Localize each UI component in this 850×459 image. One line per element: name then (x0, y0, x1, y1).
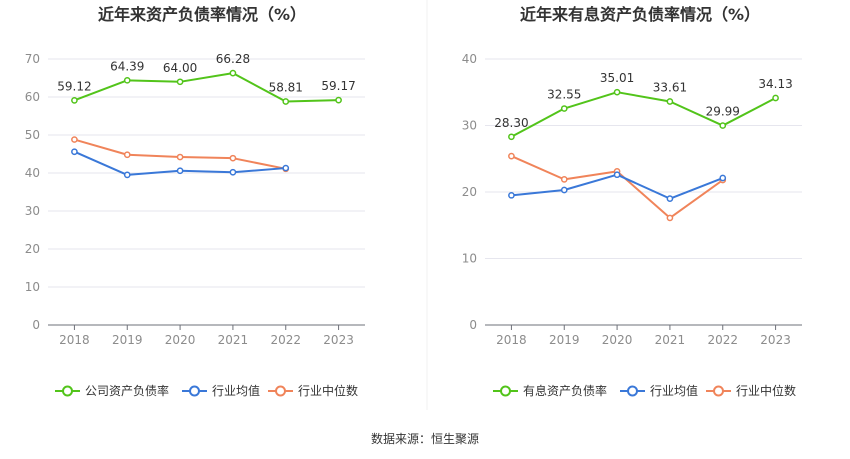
x-tick-label: 2018 (496, 333, 527, 347)
data-point (176, 78, 184, 86)
data-point (508, 133, 515, 141)
data-point (666, 195, 674, 202)
data-point (123, 171, 131, 179)
series-line (511, 173, 724, 200)
legend-marker (275, 385, 286, 397)
legend-item[interactable]: 行业中位数 (268, 383, 358, 398)
data-label: 64.39 (110, 59, 144, 73)
legend-item[interactable]: 有息资产负债率 (493, 383, 607, 398)
data-label: 59.17 (321, 79, 355, 93)
data-label: 59.12 (57, 79, 91, 93)
legend-item[interactable]: 行业中位数 (706, 383, 796, 398)
legend-label: 行业均值 (650, 383, 698, 398)
data-point (176, 167, 184, 175)
data-point (666, 214, 674, 222)
data-label: 29.99 (706, 105, 740, 119)
y-tick-label: 30 (25, 204, 40, 218)
x-tick-label: 2021 (655, 333, 686, 347)
data-point (229, 154, 237, 162)
data-point (613, 171, 621, 179)
y-tick-label: 30 (462, 119, 477, 133)
chart-title: 近年来资产负债率情况（%） (98, 5, 306, 24)
x-tick-label: 2021 (218, 333, 249, 347)
y-tick-label: 70 (25, 52, 40, 66)
y-tick-label: 20 (25, 242, 40, 256)
y-tick-label: 10 (462, 252, 477, 266)
data-point (123, 151, 131, 159)
legend-label: 行业中位数 (736, 383, 796, 398)
x-tick-label: 2019 (112, 333, 143, 347)
legend-item[interactable]: 行业均值 (620, 383, 698, 398)
legend-marker (627, 385, 638, 397)
legend-marker (62, 385, 73, 397)
legend-label: 有息资产负债率 (523, 383, 607, 398)
x-tick-label: 2023 (323, 333, 354, 347)
data-point (71, 96, 78, 104)
data-point (335, 96, 342, 104)
data-point (282, 98, 290, 105)
y-tick-label: 50 (25, 128, 40, 142)
data-point (229, 168, 237, 176)
y-tick-label: 0 (32, 318, 40, 332)
legend-label: 行业中位数 (298, 383, 358, 398)
data-point (560, 186, 568, 194)
chart-title: 近年来有息资产负债率情况（%） (520, 5, 760, 24)
legend-marker (189, 385, 200, 397)
y-tick-label: 10 (25, 280, 40, 294)
legend-item[interactable]: 行业均值 (182, 383, 260, 398)
legend-marker (500, 385, 511, 397)
data-point (772, 94, 779, 102)
x-tick-label: 2020 (602, 333, 633, 347)
chart-panel-interest-bearing-debt-ratio: 近年来有息资产负债率情况（%） 0 10 20 30 40 2018 2019 2020 2021… (462, 5, 802, 398)
data-label: 64.00 (163, 61, 197, 75)
x-tick-label: 2018 (59, 333, 90, 347)
x-tick-label: 2022 (707, 333, 738, 347)
x-tick-label: 2020 (165, 333, 196, 347)
series-line (510, 91, 777, 138)
data-point (71, 148, 78, 156)
legend-label: 公司资产负债率 (85, 383, 169, 398)
data-label: 28.30 (494, 116, 528, 130)
data-point (123, 76, 131, 84)
legend-marker (713, 385, 724, 397)
series-line (74, 72, 339, 103)
legend-label: 行业均值 (212, 383, 260, 398)
y-tick-label: 0 (469, 318, 477, 332)
legend-item[interactable]: 公司资产负债率 (55, 383, 169, 398)
y-tick-label: 40 (462, 52, 477, 66)
data-point (282, 164, 290, 172)
y-tick-label: 60 (25, 90, 40, 104)
data-label: 33.61 (653, 80, 687, 94)
data-point (719, 174, 727, 182)
data-point (229, 69, 237, 77)
data-point (666, 98, 674, 105)
source-note: 数据来源：恒生聚源 (371, 431, 479, 446)
data-point (71, 136, 78, 143)
data-label: 58.81 (269, 81, 303, 95)
data-label: 34.13 (758, 77, 792, 91)
x-tick-label: 2019 (549, 333, 580, 347)
data-point (508, 191, 515, 199)
data-point (719, 122, 727, 129)
data-label: 35.01 (600, 71, 634, 85)
data-point (560, 176, 568, 183)
data-point (176, 153, 184, 161)
x-tick-label: 2022 (270, 333, 301, 347)
data-label: 66.28 (216, 52, 250, 66)
series-line (511, 155, 724, 219)
y-tick-label: 40 (25, 166, 40, 180)
data-point (508, 152, 515, 160)
data-point (613, 88, 621, 96)
data-point (560, 105, 568, 112)
y-tick-label: 20 (462, 185, 477, 199)
chart-panel-debt-ratio: 近年来资产负债率情况（%） 0 10 20 30 40 50 60 70 2018 2019 2020… (25, 5, 365, 398)
x-tick-label: 2023 (760, 333, 791, 347)
data-label: 32.55 (547, 88, 581, 102)
